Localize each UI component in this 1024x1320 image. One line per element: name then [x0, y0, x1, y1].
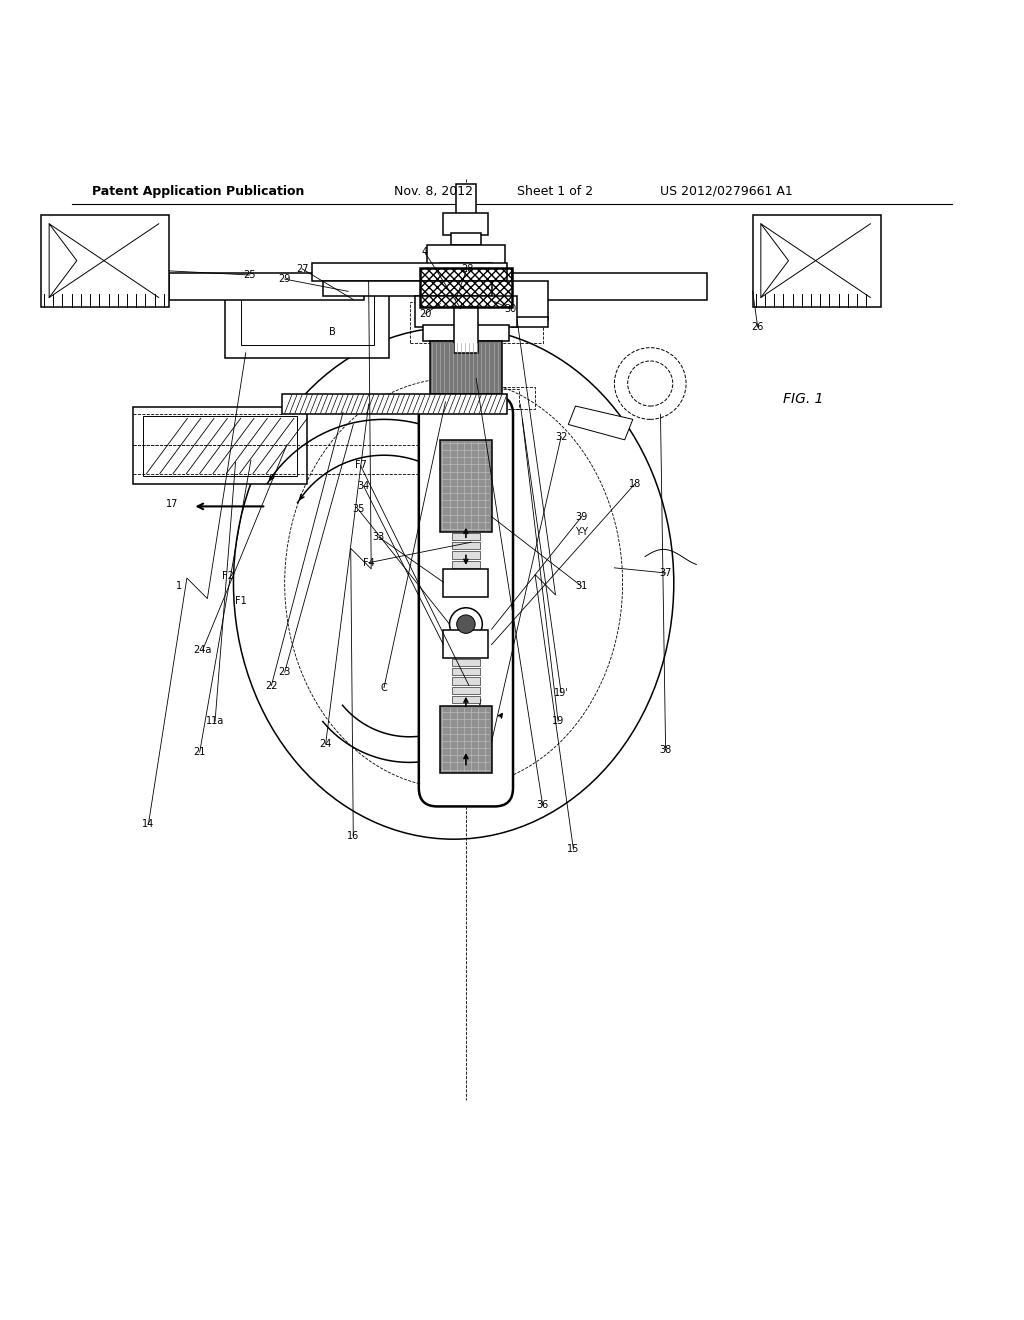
Text: F4: F4	[362, 558, 375, 568]
Text: 29: 29	[279, 275, 291, 284]
Bar	[456, 183, 476, 215]
Text: 20: 20	[419, 309, 431, 319]
Bar	[512, 317, 548, 327]
Bar	[452, 686, 480, 694]
Text: B: B	[330, 327, 336, 338]
Text: 15: 15	[567, 845, 580, 854]
Text: 23: 23	[279, 668, 291, 677]
Text: 24: 24	[319, 739, 332, 748]
Text: US 2012/0279661 A1: US 2012/0279661 A1	[660, 185, 794, 198]
Text: 4: 4	[422, 247, 428, 257]
Circle shape	[450, 607, 482, 640]
Bar	[41, 215, 169, 306]
Text: 24a: 24a	[194, 644, 212, 655]
Text: 38: 38	[659, 744, 672, 755]
Bar	[452, 552, 480, 558]
Text: 27: 27	[296, 264, 308, 273]
Text: 11a: 11a	[206, 717, 224, 726]
Bar	[415, 297, 517, 327]
Text: 37: 37	[659, 568, 672, 578]
Bar	[452, 533, 480, 540]
Text: 26: 26	[752, 322, 764, 333]
Text: 36: 36	[537, 800, 549, 810]
Bar	[458, 387, 535, 409]
Bar	[323, 281, 497, 297]
Bar	[420, 268, 512, 306]
Text: 21: 21	[194, 747, 206, 758]
Bar	[225, 281, 389, 358]
Bar	[492, 281, 548, 319]
Text: F1: F1	[234, 595, 247, 606]
Text: Y-Y: Y-Y	[575, 527, 588, 537]
Bar	[443, 569, 488, 597]
Bar	[440, 706, 492, 772]
Bar	[451, 234, 481, 246]
Bar	[512, 273, 707, 300]
Text: 39: 39	[575, 512, 588, 521]
Text: Patent Application Publication: Patent Application Publication	[92, 185, 304, 198]
Text: 22: 22	[265, 681, 278, 690]
Text: 14: 14	[142, 818, 155, 829]
Bar	[143, 416, 297, 475]
Text: 34: 34	[357, 480, 370, 491]
Text: 19': 19'	[554, 688, 568, 698]
Text: 18: 18	[629, 479, 641, 488]
Bar	[427, 246, 505, 264]
Bar	[133, 407, 307, 484]
Bar	[452, 668, 480, 676]
Text: FIG. 1: FIG. 1	[783, 392, 824, 405]
Bar	[410, 301, 543, 343]
Text: 25: 25	[244, 271, 256, 280]
Bar	[452, 543, 480, 549]
FancyBboxPatch shape	[419, 396, 513, 807]
Text: 17: 17	[166, 499, 178, 510]
Bar	[753, 215, 881, 306]
Text: 33: 33	[373, 532, 385, 543]
Bar	[241, 288, 374, 345]
Text: 35: 35	[352, 504, 365, 515]
Bar	[454, 306, 478, 352]
Circle shape	[457, 615, 475, 634]
Bar	[452, 677, 480, 685]
Text: 19: 19	[552, 717, 564, 726]
Text: 32: 32	[555, 432, 567, 442]
Bar	[443, 213, 488, 235]
Bar	[282, 393, 507, 414]
Polygon shape	[568, 407, 633, 440]
Text: C: C	[381, 682, 387, 693]
Text: Sheet 1 of 2: Sheet 1 of 2	[517, 185, 593, 198]
Text: 30: 30	[504, 304, 516, 314]
Bar	[452, 696, 480, 704]
Bar	[440, 440, 492, 532]
Text: F2: F2	[222, 572, 234, 581]
Bar	[452, 561, 480, 568]
Bar	[452, 659, 480, 667]
Text: 1: 1	[176, 581, 182, 591]
Bar	[440, 263, 492, 279]
Bar	[423, 325, 509, 341]
Bar	[443, 631, 488, 657]
Bar	[430, 341, 502, 393]
Bar	[169, 273, 364, 300]
Text: Nov. 8, 2012: Nov. 8, 2012	[394, 185, 473, 198]
Text: 31: 31	[575, 581, 588, 591]
Text: 16: 16	[347, 832, 359, 841]
Bar	[437, 388, 519, 409]
Text: F7: F7	[354, 461, 367, 470]
Bar	[312, 263, 507, 281]
Text: 28: 28	[461, 264, 473, 273]
